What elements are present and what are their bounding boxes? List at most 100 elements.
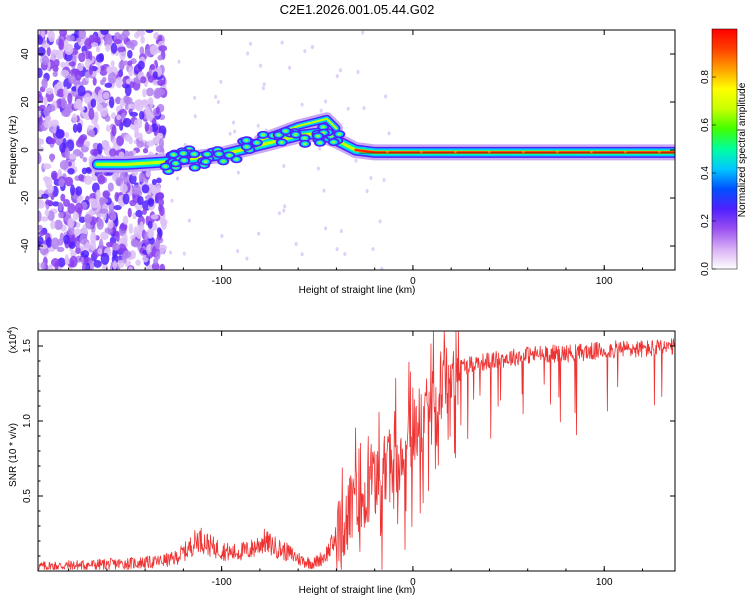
spectrogram-noise-cell xyxy=(43,119,53,129)
spectrogram-noise-cell xyxy=(94,36,101,44)
spectrogram-sparse-cell xyxy=(257,231,261,236)
spectrogram-noise-cell xyxy=(139,221,144,232)
spectrogram-noise-cell xyxy=(95,54,104,63)
spectrogram-sparse-cell xyxy=(261,86,265,91)
spectrogram-noise-cell xyxy=(105,44,111,52)
spectrogram-blob xyxy=(244,145,249,149)
spectrogram-noise-cell xyxy=(119,97,124,110)
spectrogram-noise-cell xyxy=(138,172,145,183)
spectrogram-noise-cell xyxy=(83,92,92,105)
spectrogram-noise-cell xyxy=(76,37,82,43)
spectrogram-noise-cell xyxy=(134,131,140,139)
spectrogram-noise-cell xyxy=(38,67,43,79)
spectrogram-sparse-cell xyxy=(303,49,307,54)
spectrogram-blob xyxy=(166,169,171,173)
spectrogram-noise-cell xyxy=(38,230,45,237)
spectrogram-noise-cell xyxy=(93,259,102,268)
spectrogram-blob xyxy=(321,125,326,129)
spectrogram-noise-cell xyxy=(59,160,69,170)
spectrogram-noise-cell xyxy=(107,220,114,229)
spectrogram-noise-cell xyxy=(156,132,164,139)
spectrogram-noise-cell xyxy=(106,124,111,132)
spectrogram-noise-cell xyxy=(148,197,155,207)
spectrogram-sparse-cell xyxy=(177,59,181,64)
spectrogram-noise-cell xyxy=(46,46,51,57)
spectrogram-noise-cell xyxy=(70,250,77,258)
spectrogram-noise-cell xyxy=(88,198,97,204)
spectrogram-noise-cell xyxy=(67,168,75,175)
spectrogram-sparse-cell xyxy=(245,256,249,261)
spectrogram-noise-cell xyxy=(118,60,125,70)
spectrogram-noise-cell xyxy=(156,192,165,200)
spectrogram-noise-cell xyxy=(58,201,63,212)
spectrogram-noise-cell xyxy=(97,248,103,255)
spectrogram-noise-cell xyxy=(51,237,60,250)
spectrogram-sparse-cell xyxy=(369,175,373,180)
spectrogram-sparse-cell xyxy=(343,252,347,257)
spectrogram-noise-cell xyxy=(81,167,88,175)
spectrogram-noise-cell xyxy=(74,70,82,81)
spectrogram-noise-cell xyxy=(67,217,75,228)
spectrogram-sparse-cell xyxy=(339,229,343,234)
spectrogram-blob xyxy=(293,133,298,136)
spectrogram-xtick-label: -100 xyxy=(212,276,232,287)
spectrogram-sparse-cell xyxy=(236,170,240,175)
spectrogram-noise-cell xyxy=(107,182,114,192)
spectrogram-noise-cell xyxy=(155,106,160,115)
spectrogram-noise-cell xyxy=(127,207,132,218)
spectrogram-noise-cell xyxy=(99,208,109,214)
spectrogram-noise-cell xyxy=(84,71,91,79)
spectrogram-blob xyxy=(244,138,249,142)
spectrogram-blob xyxy=(317,141,322,145)
spectrogram-noise-cell xyxy=(82,156,88,163)
spectrogram-noise-cell xyxy=(110,112,117,119)
spectrogram-noise-cell xyxy=(60,69,70,78)
spectrogram-noise-cell xyxy=(79,233,88,245)
spectrogram-sparse-cell xyxy=(216,100,220,105)
spectrogram-noise-cell xyxy=(68,61,76,67)
snr-multiplier-exponent: 4 xyxy=(7,330,14,334)
spectrogram-noise-cell xyxy=(142,147,149,154)
spectrogram-noise-cell xyxy=(142,88,147,98)
spectrogram-sparse-cell xyxy=(335,247,339,252)
spectrogram-noise-cell xyxy=(102,140,110,149)
spectrogram-sparse-cell xyxy=(169,250,173,255)
spectrogram-blob xyxy=(302,136,307,140)
spectrogram-noise-cell xyxy=(104,114,111,122)
spectrogram-noise-cell xyxy=(128,223,134,234)
spectrogram-noise-cell xyxy=(100,30,109,36)
spectrogram-noise-cell xyxy=(136,140,144,148)
spectrogram-noise-cell xyxy=(153,257,159,265)
spectrogram-noise-cell xyxy=(54,219,63,231)
spectrogram-plot-area xyxy=(38,30,675,270)
spectrogram-blob xyxy=(221,160,226,163)
spectrogram-noise-cell xyxy=(125,96,133,105)
spectrogram-sparse-cell xyxy=(319,108,323,113)
spectrogram-noise-cell xyxy=(38,224,43,231)
spectrogram-noise-cell xyxy=(106,65,113,74)
spectrogram-noise-cell xyxy=(83,175,93,185)
spectrogram-noise-cell xyxy=(50,49,60,56)
spectrogram-noise-cell xyxy=(51,258,60,267)
spectrogram-noise-cell xyxy=(60,193,66,202)
spectrogram-noise-cell xyxy=(66,34,75,42)
spectrogram-noise-cell xyxy=(75,186,83,196)
spectrogram-sparse-cell xyxy=(324,99,328,104)
spectrogram-noise-cell xyxy=(156,88,165,96)
spectrogram-noise-cell xyxy=(146,87,154,97)
spectrogram-noise-cell xyxy=(149,64,156,70)
spectrogram-sparse-cell xyxy=(362,106,366,111)
spectrogram-blob xyxy=(203,160,208,163)
spectrogram-noise-cell xyxy=(109,148,117,158)
spectrogram-sparse-cell xyxy=(193,114,197,119)
spectrogram-ylabel: Frequency (Hz) xyxy=(8,116,19,185)
spectrogram-noise-cell xyxy=(44,209,50,217)
spectrogram-noise-cell xyxy=(85,50,91,61)
spectrogram-noise-cell xyxy=(113,204,122,211)
spectrogram-noise-cell xyxy=(50,138,56,145)
spectrogram-ytick-label: 0 xyxy=(20,147,31,153)
spectrogram-noise-cell xyxy=(57,257,66,268)
spectrogram-noise-cell xyxy=(55,129,65,139)
spectrogram-noise-cell xyxy=(73,228,83,237)
spectrogram-noise-cell xyxy=(69,255,78,268)
